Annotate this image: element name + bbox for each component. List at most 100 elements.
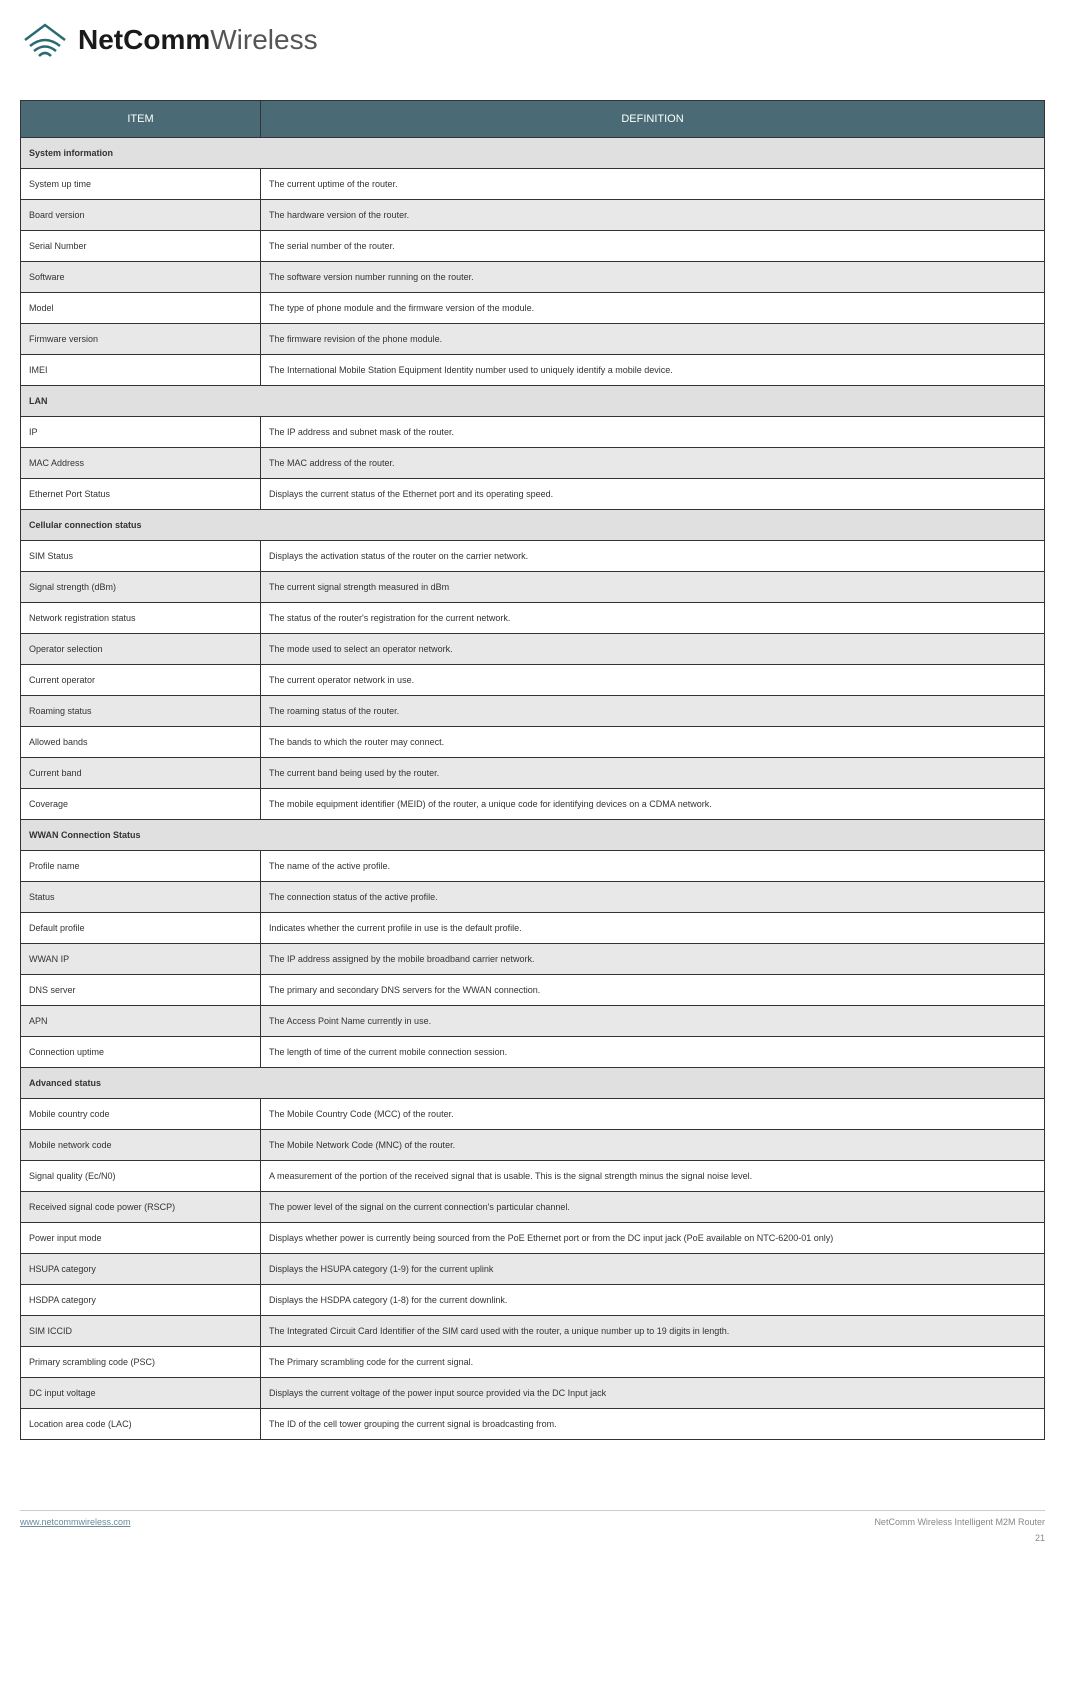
item-cell: Signal strength (dBm) bbox=[21, 572, 261, 603]
item-cell: Network registration status bbox=[21, 603, 261, 634]
footer-page: 21 bbox=[874, 1533, 1045, 1543]
definition-cell: The power level of the signal on the cur… bbox=[261, 1192, 1045, 1223]
definition-cell: The Mobile Network Code (MNC) of the rou… bbox=[261, 1130, 1045, 1161]
definition-cell: The MAC address of the router. bbox=[261, 448, 1045, 479]
table-row: DNS serverThe primary and secondary DNS … bbox=[21, 975, 1045, 1006]
definition-cell: Displays the HSDPA category (1-8) for th… bbox=[261, 1285, 1045, 1316]
definition-cell: The Mobile Country Code (MCC) of the rou… bbox=[261, 1099, 1045, 1130]
item-cell: Connection uptime bbox=[21, 1037, 261, 1068]
section-header: Cellular connection status bbox=[21, 510, 1045, 541]
footer-link[interactable]: www.netcommwireless.com bbox=[20, 1517, 131, 1527]
table-row: IMEIThe International Mobile Station Equ… bbox=[21, 355, 1045, 386]
definition-cell: The connection status of the active prof… bbox=[261, 882, 1045, 913]
item-cell: Serial Number bbox=[21, 231, 261, 262]
definition-cell: The name of the active profile. bbox=[261, 851, 1045, 882]
item-cell: Board version bbox=[21, 200, 261, 231]
table-row: Serial NumberThe serial number of the ro… bbox=[21, 231, 1045, 262]
table-row: Current operatorThe current operator net… bbox=[21, 665, 1045, 696]
item-cell: DNS server bbox=[21, 975, 261, 1006]
definition-cell: The current band being used by the route… bbox=[261, 758, 1045, 789]
definition-cell: The IP address assigned by the mobile br… bbox=[261, 944, 1045, 975]
item-cell: Model bbox=[21, 293, 261, 324]
definition-cell: The roaming status of the router. bbox=[261, 696, 1045, 727]
definition-cell: The current uptime of the router. bbox=[261, 169, 1045, 200]
definition-cell: Displays the HSUPA category (1-9) for th… bbox=[261, 1254, 1045, 1285]
item-cell: Operator selection bbox=[21, 634, 261, 665]
item-cell: SIM Status bbox=[21, 541, 261, 572]
definition-cell: Displays the current status of the Ether… bbox=[261, 479, 1045, 510]
item-cell: Roaming status bbox=[21, 696, 261, 727]
table-row: SIM StatusDisplays the activation status… bbox=[21, 541, 1045, 572]
definition-cell: The serial number of the router. bbox=[261, 231, 1045, 262]
definition-cell: The hardware version of the router. bbox=[261, 200, 1045, 231]
definition-cell: The primary and secondary DNS servers fo… bbox=[261, 975, 1045, 1006]
logo-bold: NetComm bbox=[78, 24, 210, 55]
table-row: Power input modeDisplays whether power i… bbox=[21, 1223, 1045, 1254]
item-cell: Default profile bbox=[21, 913, 261, 944]
item-cell: Current operator bbox=[21, 665, 261, 696]
definition-cell: The International Mobile Station Equipme… bbox=[261, 355, 1045, 386]
item-cell: Location area code (LAC) bbox=[21, 1409, 261, 1440]
table-row: Primary scrambling code (PSC)The Primary… bbox=[21, 1347, 1045, 1378]
table-row: ModelThe type of phone module and the fi… bbox=[21, 293, 1045, 324]
item-cell: Status bbox=[21, 882, 261, 913]
table-row: Location area code (LAC)The ID of the ce… bbox=[21, 1409, 1045, 1440]
wifi-roof-icon bbox=[20, 20, 70, 60]
definition-cell: The Primary scrambling code for the curr… bbox=[261, 1347, 1045, 1378]
item-cell: SIM ICCID bbox=[21, 1316, 261, 1347]
item-cell: Primary scrambling code (PSC) bbox=[21, 1347, 261, 1378]
definition-cell: The mode used to select an operator netw… bbox=[261, 634, 1045, 665]
item-cell: Profile name bbox=[21, 851, 261, 882]
definition-cell: The software version number running on t… bbox=[261, 262, 1045, 293]
table-row: System up timeThe current uptime of the … bbox=[21, 169, 1045, 200]
table-row: CoverageThe mobile equipment identifier … bbox=[21, 789, 1045, 820]
item-cell: System up time bbox=[21, 169, 261, 200]
item-cell: Firmware version bbox=[21, 324, 261, 355]
table-row: SIM ICCIDThe Integrated Circuit Card Ide… bbox=[21, 1316, 1045, 1347]
table-row: Firmware versionThe firmware revision of… bbox=[21, 324, 1045, 355]
definition-cell: Indicates whether the current profile in… bbox=[261, 913, 1045, 944]
section-header: WWAN Connection Status bbox=[21, 820, 1045, 851]
item-cell: APN bbox=[21, 1006, 261, 1037]
item-cell: MAC Address bbox=[21, 448, 261, 479]
item-cell: IMEI bbox=[21, 355, 261, 386]
header-item: ITEM bbox=[21, 101, 261, 138]
definition-cell: The ID of the cell tower grouping the cu… bbox=[261, 1409, 1045, 1440]
item-cell: Ethernet Port Status bbox=[21, 479, 261, 510]
definition-cell: A measurement of the portion of the rece… bbox=[261, 1161, 1045, 1192]
header-definition: DEFINITION bbox=[261, 101, 1045, 138]
table-row: SoftwareThe software version number runn… bbox=[21, 262, 1045, 293]
table-row: Signal quality (Ec/N0)A measurement of t… bbox=[21, 1161, 1045, 1192]
logo-text: NetCommWireless bbox=[78, 24, 318, 56]
definition-cell: The Integrated Circuit Card Identifier o… bbox=[261, 1316, 1045, 1347]
table-row: Connection uptimeThe length of time of t… bbox=[21, 1037, 1045, 1068]
definition-cell: The type of phone module and the firmwar… bbox=[261, 293, 1045, 324]
table-row: Roaming statusThe roaming status of the … bbox=[21, 696, 1045, 727]
definition-cell: The length of time of the current mobile… bbox=[261, 1037, 1045, 1068]
section-header: LAN bbox=[21, 386, 1045, 417]
table-row: HSDPA categoryDisplays the HSDPA categor… bbox=[21, 1285, 1045, 1316]
table-row: StatusThe connection status of the activ… bbox=[21, 882, 1045, 913]
item-cell: Mobile network code bbox=[21, 1130, 261, 1161]
definition-cell: The current signal strength measured in … bbox=[261, 572, 1045, 603]
item-cell: HSUPA category bbox=[21, 1254, 261, 1285]
table-row: HSUPA categoryDisplays the HSUPA categor… bbox=[21, 1254, 1045, 1285]
table-row: APNThe Access Point Name currently in us… bbox=[21, 1006, 1045, 1037]
item-cell: Coverage bbox=[21, 789, 261, 820]
logo: NetCommWireless bbox=[20, 20, 1045, 60]
item-cell: Allowed bands bbox=[21, 727, 261, 758]
table-row: Received signal code power (RSCP)The pow… bbox=[21, 1192, 1045, 1223]
table-row: WWAN IPThe IP address assigned by the mo… bbox=[21, 944, 1045, 975]
table-row: Allowed bandsThe bands to which the rout… bbox=[21, 727, 1045, 758]
table-row: IPThe IP address and subnet mask of the … bbox=[21, 417, 1045, 448]
logo-light: Wireless bbox=[210, 24, 317, 55]
table-row: Mobile country codeThe Mobile Country Co… bbox=[21, 1099, 1045, 1130]
table-row: Default profileIndicates whether the cur… bbox=[21, 913, 1045, 944]
footer: www.netcommwireless.com NetComm Wireless… bbox=[20, 1510, 1045, 1543]
section-header: Advanced status bbox=[21, 1068, 1045, 1099]
item-cell: Received signal code power (RSCP) bbox=[21, 1192, 261, 1223]
table-row: Network registration statusThe status of… bbox=[21, 603, 1045, 634]
definition-cell: The mobile equipment identifier (MEID) o… bbox=[261, 789, 1045, 820]
table-row: Current bandThe current band being used … bbox=[21, 758, 1045, 789]
table-row: Board versionThe hardware version of the… bbox=[21, 200, 1045, 231]
